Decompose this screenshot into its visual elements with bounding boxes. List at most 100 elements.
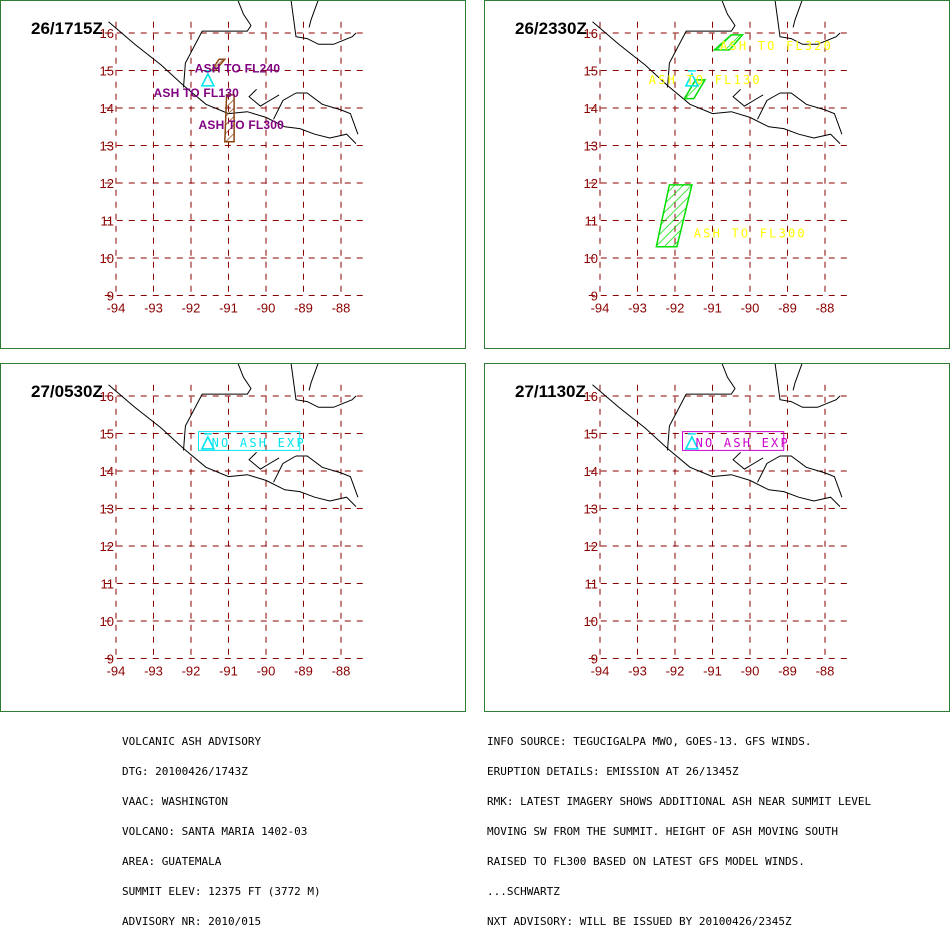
volcano-icon [200,72,216,87]
panel-time: 26/1715Z [31,19,103,38]
country-border [732,88,764,107]
coastline [108,384,357,507]
lon-tick-label: -93 [628,301,647,316]
map-canvas-4: -94 -93 -92 -91 -90 -89 -88 16 15 14 13 12 11 10 9 NO A… [584,364,852,679]
ash-area [224,94,235,143]
lat-tick-label: 11 [585,214,599,229]
ash-label: ASH TO FL300 [199,118,285,132]
country-border [290,364,357,408]
country-border [774,364,841,408]
advisory-line: RMK: LATEST IMAGERY SHOWS ADDITIONAL ASH… [487,795,872,808]
panel-time: 27/0530Z [31,382,103,401]
forecast-panel-3: -94 -93 -92 -91 -90 -89 -88 16 15 14 13 12 11 10 9 NO A… [0,363,466,712]
lat-tick-label: 13 [100,139,114,154]
lat-tick-label: 10 [100,614,114,629]
lon-tick-label: -90 [741,664,760,679]
coastline [108,21,357,144]
lat-tick-label: 16 [584,26,598,41]
advisory-line: DTG: 20100426/1743Z [122,765,248,778]
lon-tick-label: -92 [666,301,685,316]
lat-tick-label: 9 [591,652,598,667]
forecast-box [198,431,301,451]
advisory-header-left: VOLCANIC ASH ADVISORY DTG: 20100426/1743… [122,717,321,937]
lat-tick-label: 16 [100,389,114,404]
lon-tick-label: -92 [666,664,685,679]
lat-tick-label: 16 [584,389,598,404]
lat-tick-label: 9 [107,289,114,304]
ash-area [210,58,227,72]
lat-tick-label: 10 [100,251,114,266]
lat-tick-label: 15 [584,64,598,79]
country-border [667,364,736,451]
lat-tick-label: 15 [100,64,114,79]
panel-time: 26/2330Z [515,19,587,38]
country-border [780,455,843,498]
country-border [248,88,280,107]
forecast-panel-2: -94 -93 -92 -91 -90 -89 -88 16 15 14 13 12 11 10 9 ASH … [484,0,950,349]
advisory-line: VAAC: WASHINGTON [122,795,228,808]
map-layer: -94 -93 -92 -91 -90 -89 -88 16 15 14 13 12 11 10 9 NO A… [584,364,852,679]
lat-tick-label: 13 [100,502,114,517]
forecast-panel-1: -94 -93 -92 -91 -90 -89 -88 16 15 14 13 12 11 10 9 ASH … [0,0,466,349]
ash-area [655,184,693,248]
lon-tick-label: -93 [144,664,163,679]
ash-area [712,34,745,51]
lon-tick-label: -89 [294,664,313,679]
lon-tick-label: -94 [591,664,610,679]
country-border [774,1,841,45]
country-border [792,1,803,28]
lon-tick-label: -94 [107,301,126,316]
advisory-line: ...SCHWARTZ [487,885,560,898]
country-border [290,1,357,45]
lat-tick-label: 12 [584,176,598,191]
advisory-line: AREA: GUATEMALA [122,855,222,868]
country-border [248,451,280,470]
map-layer: -94 -93 -92 -91 -90 -89 -88 16 15 14 13 12 11 10 9 ASH … [584,1,852,316]
lon-tick-label: -93 [628,664,647,679]
country-border [757,92,781,120]
advisory-line: MOVING SW FROM THE SUMMIT. HEIGHT OF ASH… [487,825,838,838]
lat-tick-label: 13 [584,502,598,517]
lon-tick-label: -89 [294,301,313,316]
lon-tick-label: -91 [703,664,722,679]
country-border [273,455,297,483]
lon-tick-label: -89 [778,664,797,679]
country-border [792,364,803,391]
volcano-icon [684,72,700,87]
map-layer: -94 -93 -92 -91 -90 -89 -88 16 15 14 13 12 11 10 9 ASH … [100,1,368,316]
lon-tick-label: -89 [778,301,797,316]
lat-tick-label: 15 [100,427,114,442]
lat-tick-label: 14 [100,101,114,116]
lon-tick-label: -90 [257,664,276,679]
country-border [780,92,843,135]
ash-label: ASH TO FL130 [154,86,240,100]
lon-tick-label: -88 [816,664,835,679]
lat-tick-label: 12 [584,539,598,554]
ash-label: NO ASH EXP [212,436,306,450]
map-layer: -94 -93 -92 -91 -90 -89 -88 16 15 14 13 12 11 10 9 NO A… [100,364,368,679]
ash-label: NO ASH EXP [696,436,790,450]
advisory-line: VOLCANIC ASH ADVISORY [122,735,262,748]
country-border [757,455,781,483]
volcano-icon [200,435,216,450]
lat-tick-label: 13 [584,139,598,154]
coastline [592,384,841,507]
country-border [273,92,297,120]
country-border [296,92,359,135]
map-canvas-3: -94 -93 -92 -91 -90 -89 -88 16 15 14 13 12 11 10 9 NO A… [100,364,368,679]
lon-tick-label: -94 [107,664,126,679]
country-border [308,364,319,391]
advisory-line: SUMMIT ELEV: 12375 FT (3772 M) [122,885,321,898]
lat-tick-label: 14 [584,101,598,116]
advisory-line: ADVISORY NR: 2010/015 [122,915,262,928]
country-border [732,451,764,470]
advisory-line: VOLCANO: SANTA MARIA 1402-03 [122,825,308,838]
ash-label: ASH TO FL130 [649,73,762,87]
advisory-line: INFO SOURCE: TEGUCIGALPA MWO, GOES-13. G… [487,735,812,748]
country-border [667,1,736,88]
lat-tick-label: 10 [584,614,598,629]
lon-tick-label: -88 [816,301,835,316]
lat-tick-label: 11 [101,577,115,592]
country-border [308,1,319,28]
lat-tick-label: 11 [101,214,115,229]
